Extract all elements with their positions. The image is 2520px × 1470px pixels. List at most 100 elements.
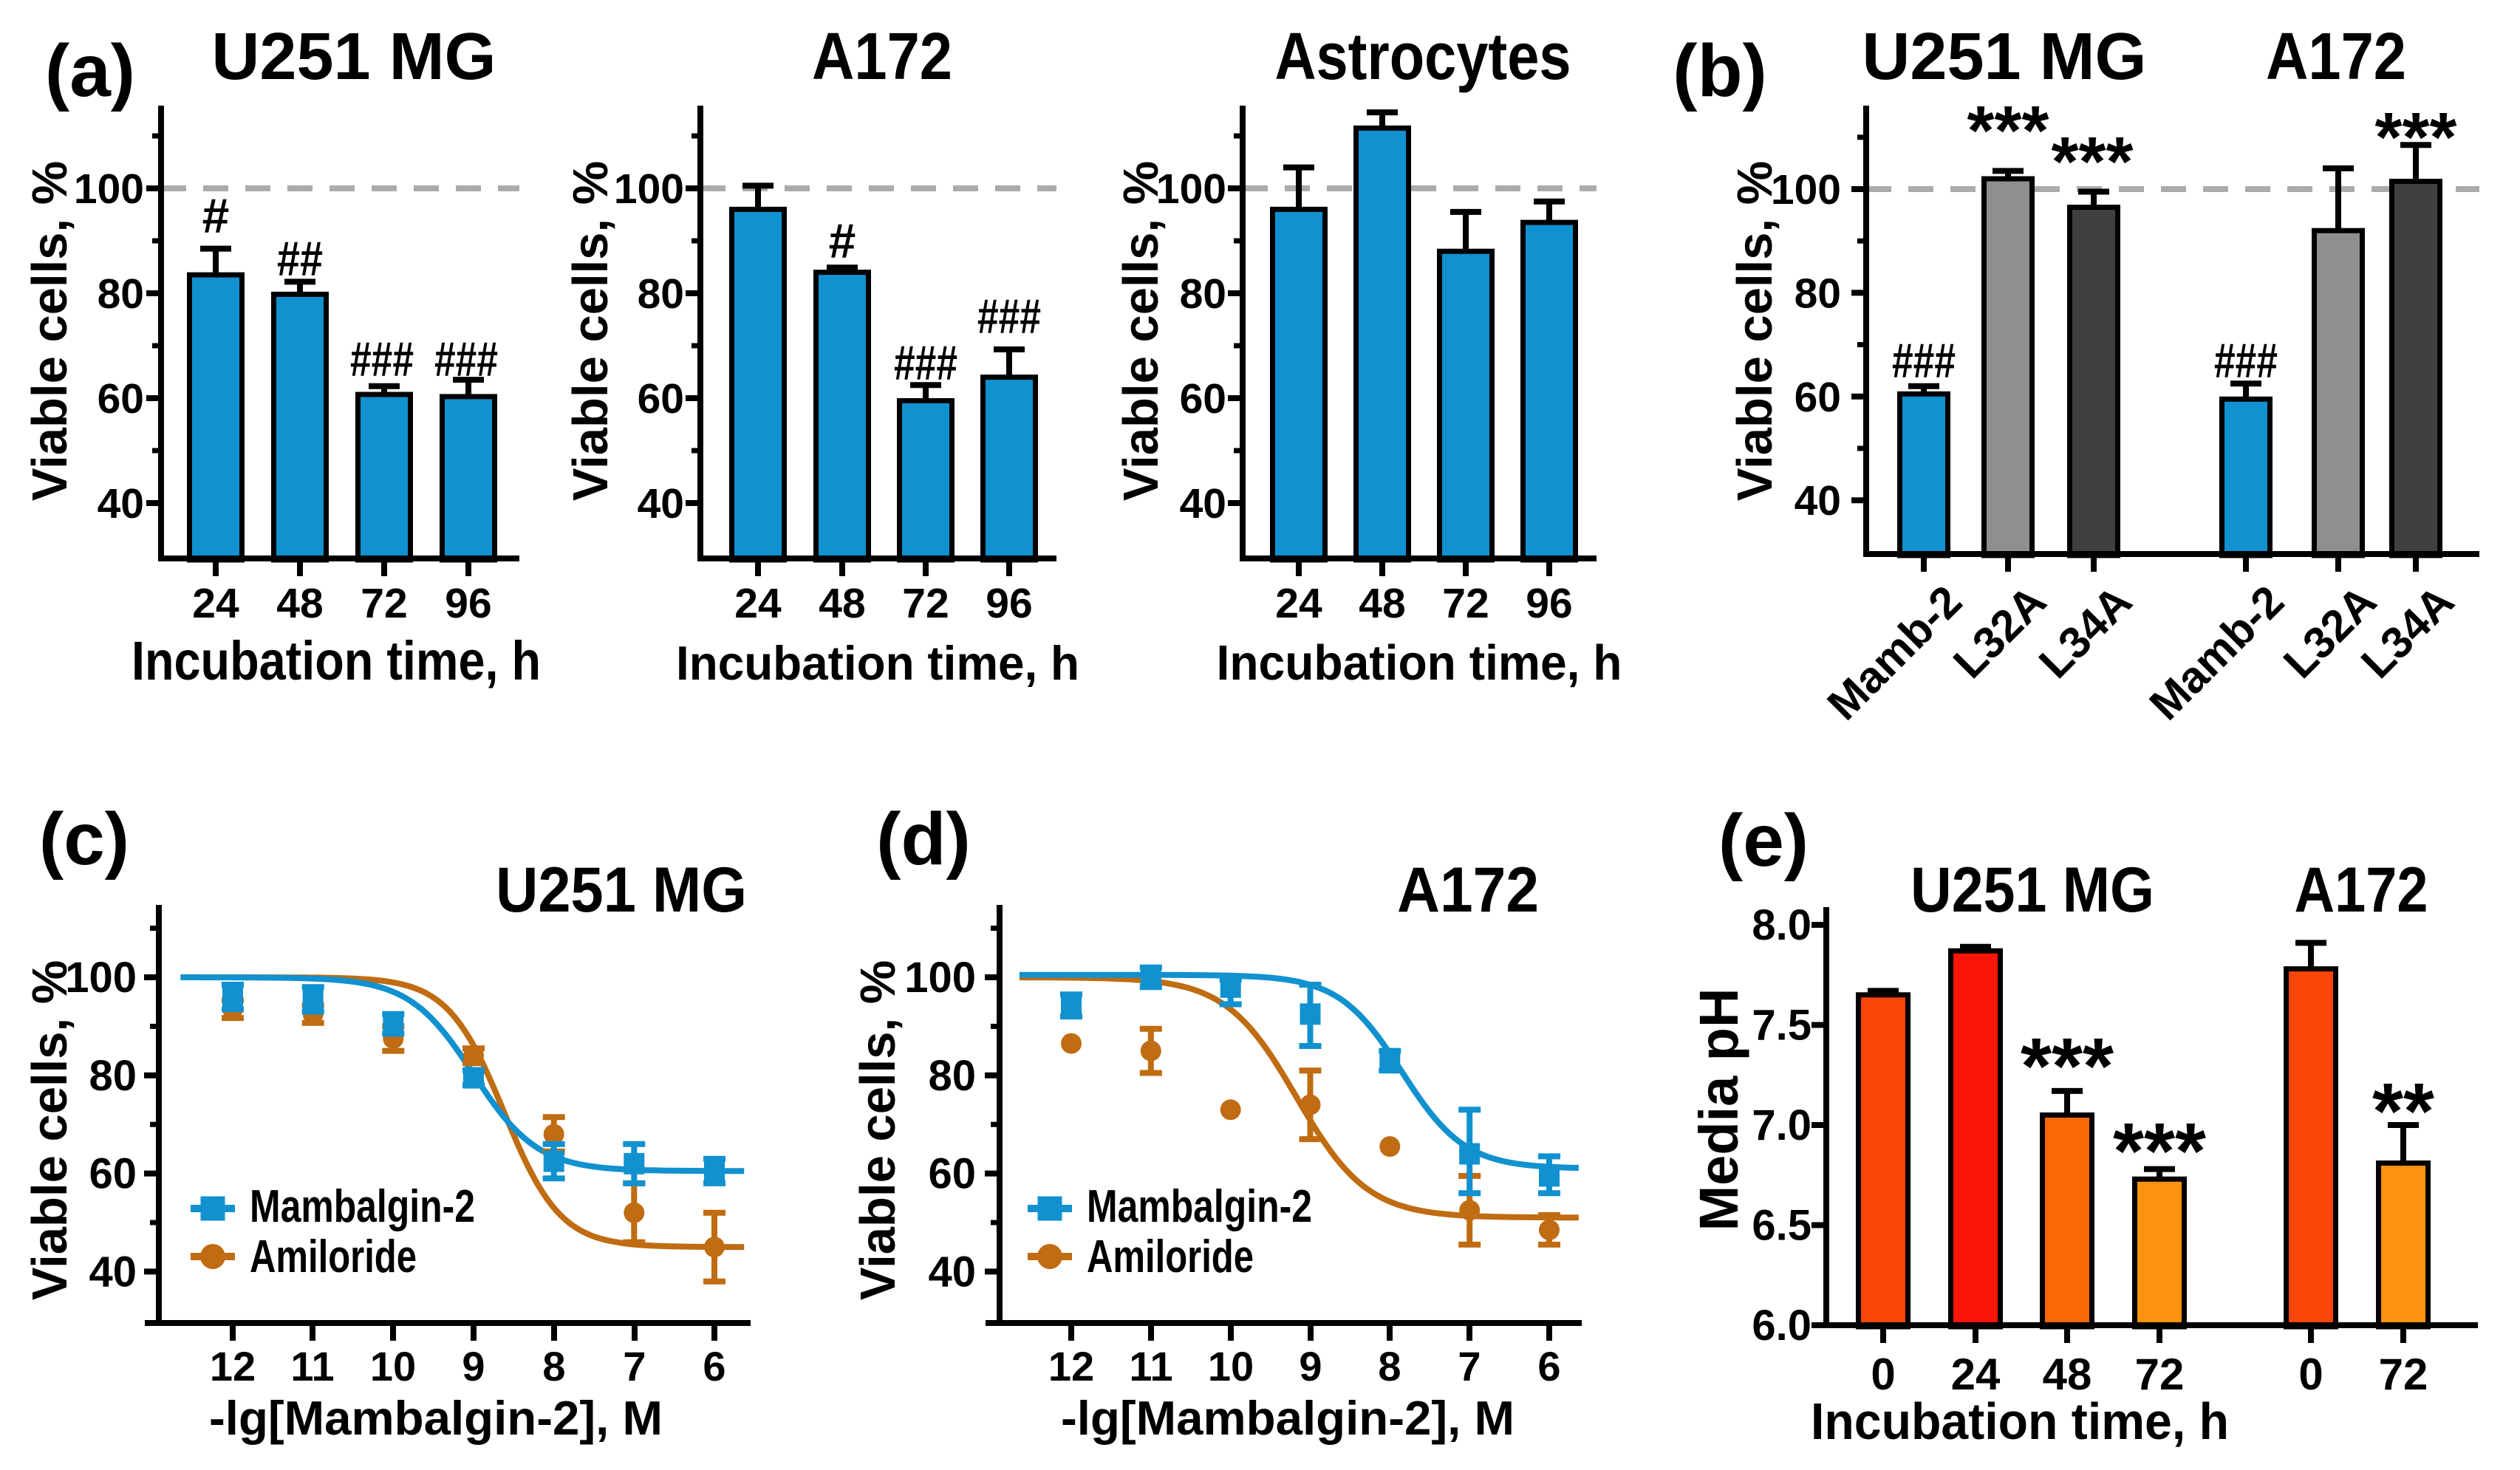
svg-text:7: 7 [623,1343,646,1389]
svg-text:(b): (b) [1673,30,1767,112]
svg-text:40: 40 [1795,477,1841,524]
svg-text:0: 0 [1871,1350,1895,1399]
svg-text:96: 96 [1526,580,1572,627]
svg-text:72: 72 [1442,580,1489,627]
svg-text:###: ### [434,332,498,386]
svg-text:40: 40 [928,1248,976,1296]
svg-text:Astrocytes: Astrocytes [1275,20,1571,94]
svg-text:48: 48 [2043,1350,2092,1399]
svg-text:Viable cells, %: Viable cells, % [563,161,618,502]
svg-text:A172: A172 [1397,855,1539,926]
svg-text:Incubation time, h: Incubation time, h [676,636,1079,690]
svg-text:96: 96 [445,580,491,627]
svg-text:60: 60 [928,1150,976,1198]
svg-text:60: 60 [98,375,144,423]
svg-text:6.5: 6.5 [1752,1202,1812,1250]
svg-text:(d): (d) [876,798,971,881]
svg-text:###: ### [350,332,414,386]
svg-text:24: 24 [192,580,239,627]
svg-text:96: 96 [986,580,1032,627]
svg-text:100: 100 [65,954,137,1002]
svg-text:6: 6 [1537,1343,1560,1389]
svg-text:8: 8 [542,1343,565,1389]
svg-text:10: 10 [1208,1343,1254,1389]
svg-text:80: 80 [1180,270,1226,318]
svg-text:***: *** [2021,1021,2114,1110]
svg-text:###: ### [977,289,1041,343]
svg-text:100: 100 [904,954,976,1002]
svg-text:7.5: 7.5 [1752,1002,1812,1050]
svg-text:72: 72 [2379,1350,2428,1399]
svg-text:***: *** [2375,98,2457,177]
svg-text:-lg[Mambalgin-2], M: -lg[Mambalgin-2], M [209,1391,663,1445]
svg-text:6.0: 6.0 [1752,1302,1812,1350]
svg-text:Viable cells, %: Viable cells, % [850,960,906,1301]
svg-text:Incubation time, h: Incubation time, h [1217,635,1622,691]
svg-text:24: 24 [1275,580,1322,627]
svg-text:7.0: 7.0 [1752,1101,1812,1149]
svg-text:###: ### [894,335,957,390]
svg-text:A172: A172 [812,20,952,94]
svg-text:U251 MG: U251 MG [211,20,496,94]
svg-text:8.0: 8.0 [1752,901,1812,949]
svg-text:Viable cells, %: Viable cells, % [1727,161,1783,502]
svg-text:100: 100 [74,165,144,213]
svg-text:(e): (e) [1718,799,1809,882]
svg-text:Incubation time, h: Incubation time, h [1811,1392,2229,1450]
svg-text:(a): (a) [45,30,135,112]
svg-text:40: 40 [89,1248,137,1296]
svg-text:6: 6 [703,1343,725,1389]
svg-text:Mambalgin-2: Mambalgin-2 [250,1181,475,1232]
svg-text:24: 24 [734,580,782,627]
svg-text:72: 72 [902,580,949,627]
svg-text:Viable cells, %: Viable cells, % [22,161,78,502]
svg-text:0: 0 [2298,1350,2323,1399]
svg-text:(c): (c) [39,798,129,881]
svg-text:Viable cells, %: Viable cells, % [1113,161,1169,502]
svg-text:80: 80 [1795,270,1841,317]
svg-text:7: 7 [1458,1343,1481,1389]
svg-text:72: 72 [361,580,407,627]
svg-text:Mambalgin-2: Mambalgin-2 [1087,1181,1312,1232]
svg-text:24: 24 [1951,1350,2001,1399]
svg-text:12: 12 [1048,1343,1094,1389]
svg-text:12: 12 [210,1343,256,1389]
svg-text:###: ### [2214,333,2278,388]
svg-text:80: 80 [89,1052,137,1100]
svg-text:100: 100 [1771,166,1841,213]
svg-text:-lg[Mambalgin-2], M: -lg[Mambalgin-2], M [1061,1391,1515,1445]
svg-text:48: 48 [1359,580,1405,627]
svg-text:**: ** [2372,1066,2434,1155]
svg-text:80: 80 [638,270,684,318]
svg-text:8: 8 [1378,1343,1401,1389]
svg-text:100: 100 [1156,165,1226,213]
svg-text:##: ## [277,231,323,286]
svg-text:***: *** [2052,123,2134,201]
svg-text:###: ### [1892,333,1956,388]
svg-text:A172: A172 [2266,20,2406,94]
svg-text:Media pH: Media pH [1688,988,1749,1231]
svg-text:48: 48 [276,580,323,627]
svg-text:U251 MG: U251 MG [496,855,747,926]
svg-text:40: 40 [98,480,144,527]
svg-text:60: 60 [1795,374,1841,421]
svg-text:***: *** [1967,92,2049,170]
svg-text:11: 11 [290,1343,334,1389]
svg-text:72: 72 [2135,1350,2185,1399]
svg-text:40: 40 [638,480,684,527]
svg-text:60: 60 [638,375,684,423]
svg-text:Viable cells, %: Viable cells, % [22,960,78,1301]
svg-text:***: *** [2113,1106,2206,1195]
svg-text:#: # [829,213,856,268]
svg-text:Incubation time, h: Incubation time, h [132,630,541,691]
svg-text:Amiloride: Amiloride [250,1231,417,1282]
svg-text:9: 9 [462,1343,485,1389]
svg-text:100: 100 [614,165,684,213]
svg-text:10: 10 [370,1343,416,1389]
svg-text:#: # [202,188,230,243]
svg-text:A172: A172 [2295,855,2428,926]
svg-text:11: 11 [1129,1343,1172,1389]
svg-text:80: 80 [98,270,144,318]
svg-text:60: 60 [1180,375,1226,423]
svg-text:U251 MG: U251 MG [1911,855,2154,926]
